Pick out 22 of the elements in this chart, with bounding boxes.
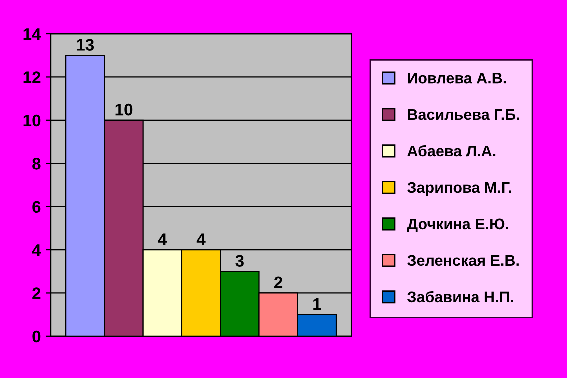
data-label: 13 — [77, 39, 94, 51]
legend-label: Забавина Н.П. — [408, 291, 514, 303]
legend-label: Васильева Г.Б. — [408, 110, 520, 120]
y-tick-label: 6 — [32, 201, 41, 214]
data-label: 4 — [158, 234, 168, 246]
legend-label: Зарипова М.Г. — [408, 182, 512, 196]
legend-label: Дочкина Е.Ю. — [407, 218, 508, 233]
y-tick-label: 12 — [24, 72, 41, 84]
y-tick-label: 14 — [24, 28, 42, 40]
data-label: 4 — [196, 234, 206, 246]
data-label: 2 — [274, 276, 283, 288]
y-tick-label: 10 — [24, 114, 41, 127]
legend-label: Зеленская Е.В. — [408, 255, 519, 266]
data-label: 1 — [314, 298, 322, 310]
y-tick-label: 4 — [32, 244, 42, 256]
legend-label: Иовлева А.В. — [408, 73, 506, 84]
y-tick-label: 8 — [32, 158, 41, 170]
y-tick-label: 2 — [32, 288, 41, 300]
legend-label: Абаева Л.А. — [408, 145, 496, 157]
y-tick-label: 0 — [32, 330, 41, 343]
data-label: 3 — [236, 255, 244, 267]
data-label: 10 — [116, 104, 133, 116]
